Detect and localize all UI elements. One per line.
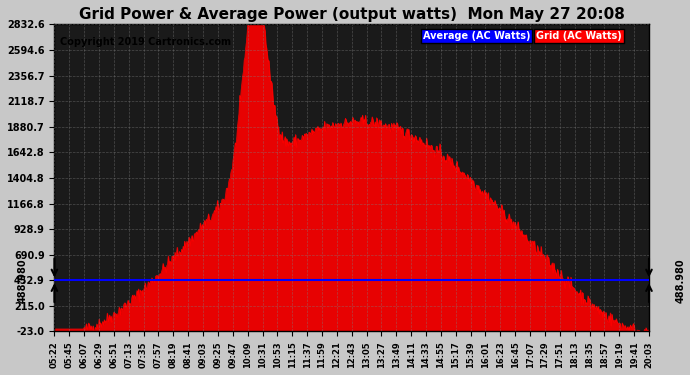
Text: Average (AC Watts): Average (AC Watts) xyxy=(423,31,531,40)
Text: Grid (AC Watts): Grid (AC Watts) xyxy=(536,31,622,40)
Text: 488.980: 488.980 xyxy=(676,258,686,303)
Text: Copyright 2019 Cartronics.com: Copyright 2019 Cartronics.com xyxy=(60,37,231,47)
Text: 488.980: 488.980 xyxy=(18,258,28,303)
Title: Grid Power & Average Power (output watts)  Mon May 27 20:08: Grid Power & Average Power (output watts… xyxy=(79,7,624,22)
